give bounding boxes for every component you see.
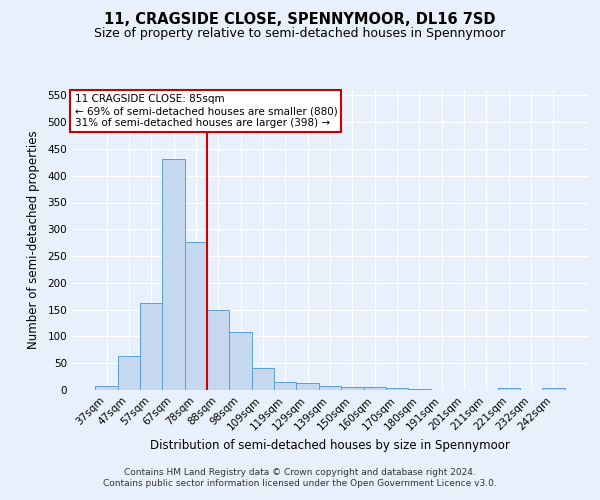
Bar (163, 158, 185, 390)
Bar (542, 388, 565, 390)
Bar (319, 386, 341, 390)
Bar (95, 386, 118, 390)
Bar (364, 388, 386, 390)
Bar (386, 388, 408, 390)
Text: Size of property relative to semi-detached houses in Spennymoor: Size of property relative to semi-detach… (94, 28, 506, 40)
Bar (274, 382, 296, 390)
Text: 11 CRAGSIDE CLOSE: 85sqm
← 69% of semi-detached houses are smaller (880)
31% of : 11 CRAGSIDE CLOSE: 85sqm ← 69% of semi-d… (74, 94, 337, 128)
Bar (229, 332, 252, 390)
Bar (341, 388, 364, 390)
Bar (497, 388, 520, 390)
Y-axis label: Number of semi-detached properties: Number of semi-detached properties (28, 130, 40, 350)
Bar (140, 302, 163, 390)
Bar (118, 356, 140, 390)
Bar (296, 383, 319, 390)
Text: Contains HM Land Registry data © Crown copyright and database right 2024.
Contai: Contains HM Land Registry data © Crown c… (103, 468, 497, 487)
Text: 11, CRAGSIDE CLOSE, SPENNYMOOR, DL16 7SD: 11, CRAGSIDE CLOSE, SPENNYMOOR, DL16 7SD (104, 12, 496, 28)
Bar (207, 310, 229, 390)
Bar (185, 242, 207, 390)
Bar (252, 368, 274, 390)
X-axis label: Distribution of semi-detached houses by size in Spennymoor: Distribution of semi-detached houses by … (150, 438, 510, 452)
